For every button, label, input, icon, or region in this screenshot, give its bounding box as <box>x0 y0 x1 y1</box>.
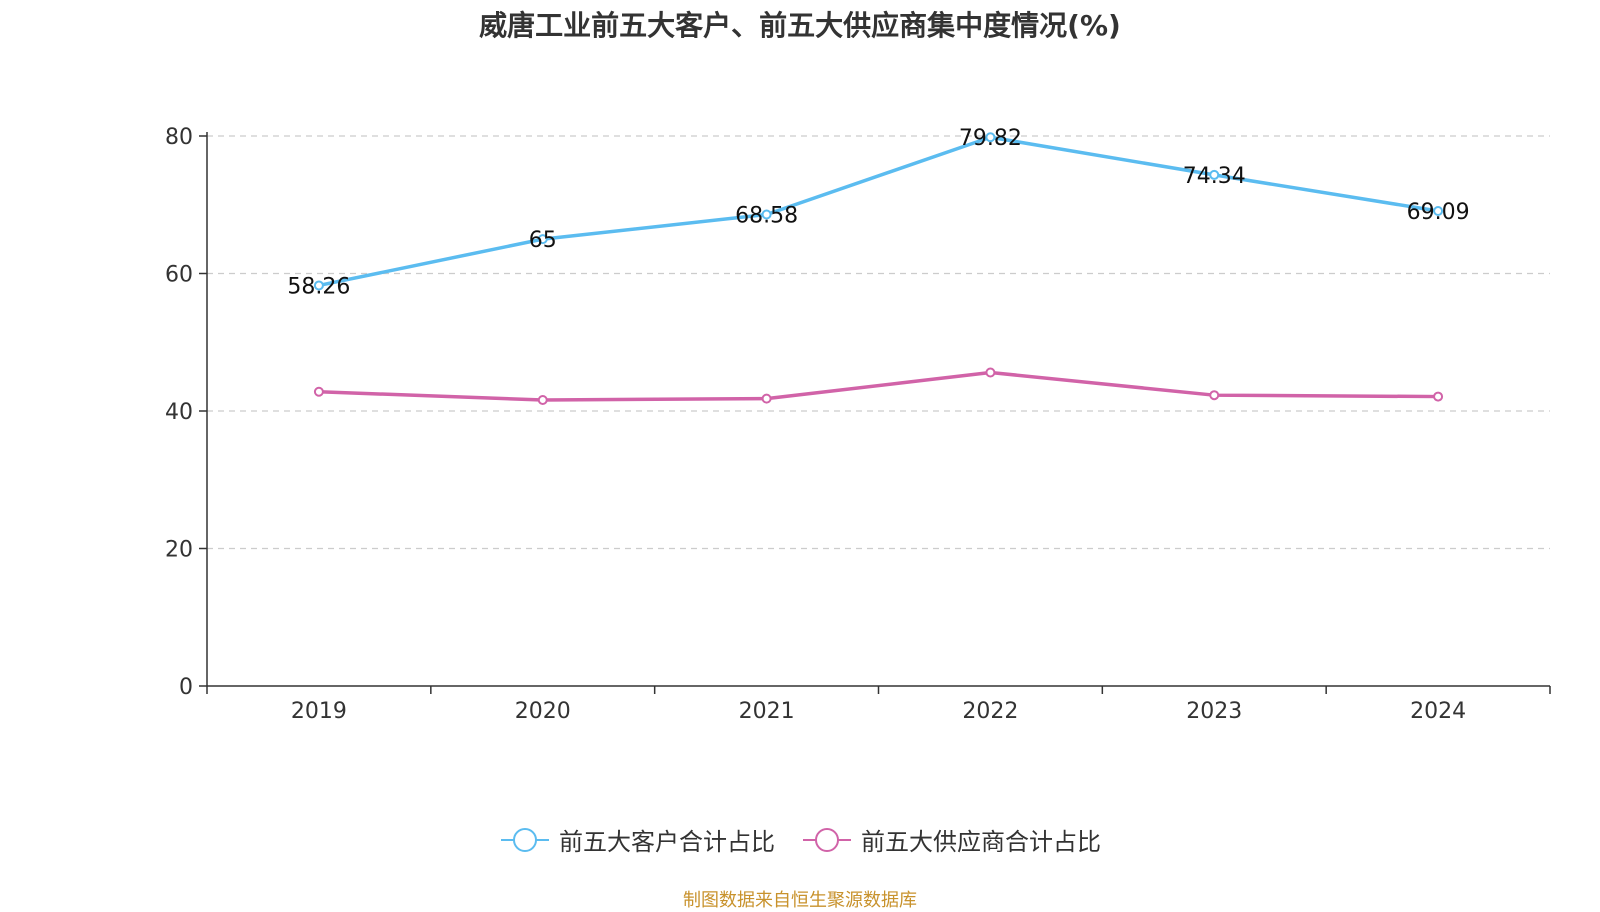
x-tick-label: 2021 <box>739 699 795 724</box>
source-note: 制图数据来自恒生聚源数据库 <box>683 890 917 911</box>
data-point <box>1209 169 1220 180</box>
legend-marker-customers <box>501 827 549 852</box>
legend-marker-suppliers <box>803 827 851 852</box>
chart-title: 威唐工业前五大客户、前五大供应商集中度情况(%) <box>479 9 1121 42</box>
legend-label-suppliers: 前五大供应商合计占比 <box>861 828 1101 856</box>
y-tick-label: 0 <box>179 675 193 700</box>
data-point <box>761 209 772 220</box>
data-label: 65 <box>529 228 557 253</box>
data-point <box>313 280 324 291</box>
legend-item-suppliers[interactable]: 前五大供应商合计占比 <box>801 822 1101 857</box>
data-point <box>537 234 548 245</box>
data-label: 79.82 <box>959 126 1022 151</box>
data-point <box>985 132 996 143</box>
series-line-1 <box>318 370 1439 402</box>
legend: 前五大客户合计占比 前五大供应商合计占比 <box>0 822 1600 857</box>
y-tick-label: 40 <box>165 400 193 425</box>
data-point <box>1433 206 1444 217</box>
data-point <box>537 395 548 405</box>
legend-label-customers: 前五大客户合计占比 <box>559 828 775 856</box>
y-tick-label: 20 <box>165 538 193 563</box>
data-point <box>985 367 996 378</box>
data-point <box>313 386 324 397</box>
data-point <box>1209 390 1220 401</box>
series-line-0 <box>318 135 1439 288</box>
legend-item-customers[interactable]: 前五大客户合计占比 <box>499 822 775 857</box>
x-tick-label: 2023 <box>1186 699 1242 724</box>
y-tick-label: 60 <box>165 263 193 288</box>
x-tick-label: 2020 <box>515 699 571 724</box>
x-tick-label: 2019 <box>291 699 347 724</box>
data-point <box>1433 391 1444 402</box>
data-label: 74.34 <box>1183 164 1246 189</box>
data-label: 68.58 <box>735 204 798 229</box>
data-point <box>761 393 772 404</box>
data-label: 58.26 <box>287 274 350 299</box>
data-label: 69.09 <box>1407 200 1470 225</box>
y-tick-label: 80 <box>165 125 193 150</box>
x-tick-label: 2022 <box>962 699 1018 724</box>
x-tick-label: 2024 <box>1410 699 1466 724</box>
